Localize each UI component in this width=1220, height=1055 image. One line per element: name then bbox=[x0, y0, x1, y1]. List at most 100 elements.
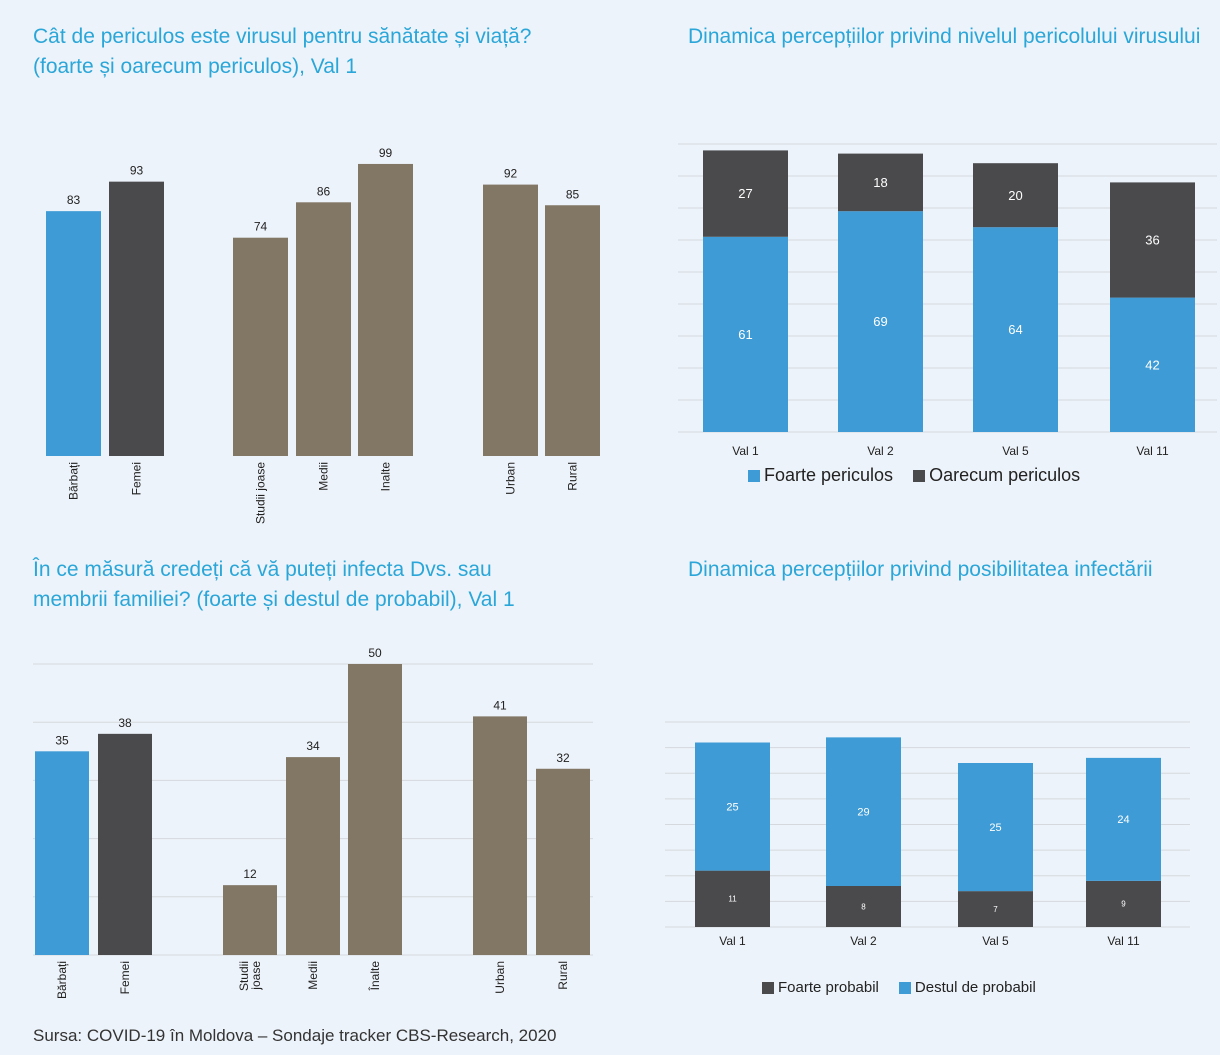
legend-label: Foarte probabil bbox=[778, 979, 879, 996]
data-label: 34 bbox=[306, 739, 320, 753]
data-label: 20 bbox=[1008, 188, 1022, 203]
data-label: 36 bbox=[1145, 233, 1159, 248]
bar-segment bbox=[1086, 757, 1161, 881]
stacked-bar-chart: 11 25 Val 1 8 29 Val 2 7 25 Val 5 9 24 Val 11 bbox=[665, 721, 1190, 948]
bar-segment bbox=[703, 150, 788, 237]
category-label: Val 5 bbox=[1002, 444, 1029, 458]
data-label: 42 bbox=[1145, 357, 1159, 372]
bar-chart: 83 Bărbați 93 Femei 74 Studii joase 86 Medii 99 I… bbox=[46, 146, 600, 524]
bar-segment bbox=[1110, 182, 1195, 298]
data-label: 38 bbox=[118, 716, 132, 730]
category-label: Bărbați bbox=[55, 961, 69, 999]
data-label: 61 bbox=[738, 327, 752, 342]
category-label: Rural bbox=[556, 961, 570, 990]
bar-segment bbox=[1086, 880, 1161, 927]
data-label: 86 bbox=[317, 184, 331, 198]
bar bbox=[348, 664, 402, 955]
bar-segment bbox=[973, 163, 1058, 228]
data-label: 85 bbox=[566, 187, 580, 201]
chart-legend: Foarte periculos Oarecum periculos bbox=[748, 465, 1080, 486]
bar-segment bbox=[703, 236, 788, 432]
category-label: Val 5 bbox=[982, 934, 1009, 948]
category-label: Val 11 bbox=[1107, 934, 1140, 948]
data-label: 11 bbox=[728, 895, 737, 904]
bar bbox=[358, 163, 413, 456]
bar-segment bbox=[973, 227, 1058, 432]
data-label: 92 bbox=[504, 167, 518, 181]
category-label: Medii bbox=[317, 462, 331, 491]
legend-item: Foarte probabil bbox=[762, 979, 879, 996]
legend-item: Destul de probabil bbox=[898, 979, 1036, 996]
category-label: Urban bbox=[504, 462, 518, 495]
chart-title: Dinamica percepțiilor privind posibilita… bbox=[688, 558, 1153, 581]
chart-infection-by-group: În ce măsură credeți că vă puteți infect… bbox=[0, 540, 640, 1020]
bar bbox=[35, 751, 89, 955]
data-label: 69 bbox=[873, 314, 887, 329]
bar bbox=[233, 237, 288, 456]
bar bbox=[286, 757, 340, 955]
data-label: 83 bbox=[67, 193, 81, 207]
category-label: Val 2 bbox=[850, 934, 877, 948]
bar-segment bbox=[695, 870, 770, 927]
data-label: 7 bbox=[993, 905, 998, 914]
data-label: 32 bbox=[556, 751, 570, 765]
legend-item: Foarte periculos bbox=[748, 465, 893, 486]
chart-danger-dynamics: Dinamica percepțiilor privind nivelul pe… bbox=[640, 0, 1220, 540]
chart-danger-by-group: Cât de periculos este virusul pentru săn… bbox=[0, 0, 640, 540]
category-label: Înalte bbox=[367, 961, 382, 992]
bar bbox=[473, 716, 527, 955]
legend-swatch bbox=[898, 981, 911, 994]
legend-item: Oarecum periculos bbox=[913, 465, 1080, 486]
legend-label: Oarecum periculos bbox=[929, 465, 1081, 485]
category-label: Femei bbox=[118, 961, 132, 994]
chart-title: Cât de periculos este virusul pentru săn… bbox=[33, 25, 532, 78]
chart-title: Dinamica percepțiilor privind nivelul pe… bbox=[688, 25, 1201, 48]
data-label: 35 bbox=[55, 733, 69, 747]
chart-legend: Foarte probabil Destul de probabil bbox=[762, 979, 1036, 996]
category-label: Val 1 bbox=[719, 934, 746, 948]
legend-label: Foarte periculos bbox=[764, 465, 894, 485]
bar-chart: 35 Bărbați 38 Femei 12 Studiijoase 34 Medii 50 În… bbox=[33, 646, 593, 999]
bar-segment bbox=[958, 763, 1033, 892]
data-label: 25 bbox=[726, 801, 738, 813]
chart-infection-dynamics: Dinamica percepțiilor privind posibilita… bbox=[640, 540, 1220, 1020]
category-label: Val 2 bbox=[867, 444, 894, 458]
category-label: Inalte bbox=[379, 462, 393, 492]
bar-segment bbox=[826, 886, 901, 927]
bar-segment bbox=[695, 742, 770, 871]
data-label: 12 bbox=[243, 867, 257, 881]
data-label: 93 bbox=[130, 164, 144, 178]
bar-segment bbox=[838, 211, 923, 432]
bar bbox=[296, 202, 351, 456]
source-note: Sursa: COVID-19 în Moldova – Sondaje tra… bbox=[33, 1026, 557, 1045]
bar-segment bbox=[1110, 297, 1195, 432]
data-label: 41 bbox=[493, 698, 507, 712]
legend-label: Destul de probabil bbox=[914, 979, 1036, 996]
category-label: Bărbați bbox=[67, 462, 81, 500]
bar bbox=[98, 733, 152, 955]
bar bbox=[536, 768, 590, 955]
bar-segment bbox=[838, 153, 923, 212]
data-label: 99 bbox=[379, 146, 393, 160]
data-label: 64 bbox=[1008, 322, 1022, 337]
category-label: Rural bbox=[566, 462, 580, 491]
category-label: Femei bbox=[130, 462, 144, 495]
legend-swatch bbox=[913, 469, 926, 482]
bar-segment bbox=[826, 737, 901, 886]
data-label: 27 bbox=[738, 186, 752, 201]
data-label: 24 bbox=[1117, 814, 1129, 826]
bar-segment bbox=[958, 891, 1033, 927]
bar bbox=[483, 184, 538, 456]
data-label: 29 bbox=[857, 807, 869, 819]
category-label: Studii joase bbox=[254, 462, 268, 524]
data-label: 50 bbox=[368, 646, 382, 660]
data-label: 8 bbox=[861, 902, 866, 911]
bar bbox=[545, 205, 600, 456]
data-label: 25 bbox=[989, 822, 1001, 834]
bar bbox=[46, 211, 101, 456]
legend-swatch bbox=[762, 981, 774, 994]
stacked-bar-chart: 61 27 Val 1 69 18 Val 2 64 20 Val 5 42 36 Val 11 bbox=[678, 143, 1217, 458]
category-label: Val 1 bbox=[732, 444, 759, 458]
data-label: 74 bbox=[254, 220, 268, 234]
